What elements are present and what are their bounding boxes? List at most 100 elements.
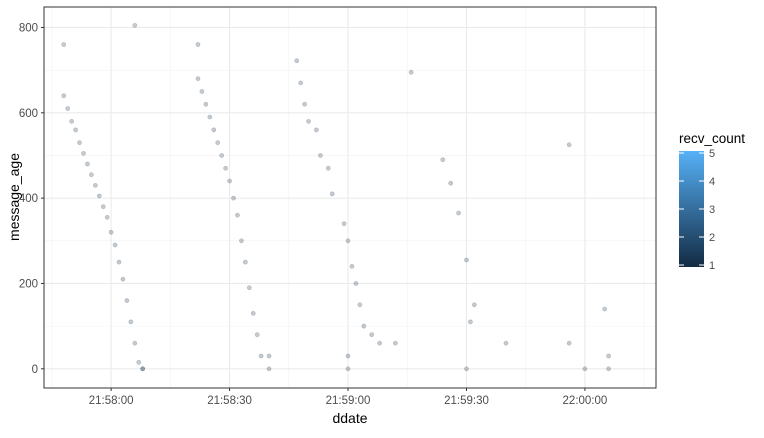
data-point xyxy=(69,118,75,124)
data-point xyxy=(120,276,126,282)
y-tick-label: 0 xyxy=(32,364,38,376)
colorbar-tick-label: 5 xyxy=(709,148,715,160)
data-point xyxy=(266,353,272,359)
data-point xyxy=(250,310,256,316)
x-tick-label: 21:58:00 xyxy=(89,395,134,407)
data-point xyxy=(219,153,225,158)
data-point xyxy=(606,366,612,372)
x-axis-title: ddate xyxy=(332,410,367,426)
data-point xyxy=(223,165,229,171)
data-point xyxy=(606,353,612,359)
data-point xyxy=(112,242,118,248)
data-point xyxy=(302,101,307,107)
data-point xyxy=(464,257,469,263)
data-point xyxy=(231,195,236,201)
data-point xyxy=(65,106,71,111)
colorbar-tick-label: 2 xyxy=(709,232,715,244)
y-tick-label: 400 xyxy=(19,193,38,205)
data-point xyxy=(132,340,138,346)
data-point xyxy=(349,264,355,269)
data-point xyxy=(92,182,98,188)
data-point xyxy=(566,340,572,346)
data-point xyxy=(235,212,240,218)
data-point xyxy=(317,153,323,158)
data-point xyxy=(582,366,588,372)
minor-gridlines xyxy=(44,7,656,388)
data-point xyxy=(211,127,217,133)
data-point xyxy=(203,101,209,107)
data-point xyxy=(227,178,232,184)
data-point xyxy=(61,93,67,99)
data-point xyxy=(215,140,221,146)
data-point xyxy=(503,340,509,346)
colorbar-tick-label: 3 xyxy=(709,204,715,216)
x-tick-label: 21:59:30 xyxy=(444,395,489,407)
data-points xyxy=(61,22,612,372)
data-point xyxy=(239,238,244,244)
data-point xyxy=(195,76,201,82)
color-legend: recv_count 1 2 3 4 5 xyxy=(679,131,745,272)
data-point xyxy=(314,127,319,133)
plot-panel xyxy=(44,7,656,388)
data-point xyxy=(456,210,461,216)
x-tick-label: 21:59:00 xyxy=(326,395,371,407)
data-point xyxy=(258,353,264,359)
plot-panel-border xyxy=(43,6,657,389)
data-point xyxy=(85,161,90,167)
data-point xyxy=(140,366,146,372)
data-point xyxy=(128,319,134,325)
data-point xyxy=(100,204,106,210)
y-tick-label: 800 xyxy=(19,22,38,34)
y-tick-label: 600 xyxy=(19,108,38,120)
data-point xyxy=(353,281,359,286)
data-point xyxy=(207,114,213,120)
data-point xyxy=(471,302,477,308)
colorbar-tick-label: 4 xyxy=(709,176,715,188)
y-axis: 0 200 400 600 800 xyxy=(19,22,44,376)
data-point xyxy=(81,150,86,156)
y-axis-title: message_age xyxy=(6,153,22,241)
data-point xyxy=(345,238,351,244)
data-point xyxy=(602,306,608,312)
data-point xyxy=(345,353,351,359)
data-point xyxy=(369,332,375,338)
data-point xyxy=(440,157,446,163)
x-tick-label: 21:58:30 xyxy=(207,395,252,407)
data-point xyxy=(77,140,82,146)
major-gridlines xyxy=(44,7,656,388)
data-point xyxy=(96,193,102,199)
x-axis: 21:58:00 21:58:30 21:59:00 21:59:30 22:00:00 xyxy=(89,388,608,407)
data-point xyxy=(73,127,78,133)
data-point xyxy=(393,340,398,346)
legend-title: recv_count xyxy=(679,131,745,146)
data-point xyxy=(124,298,130,303)
x-tick-label: 22:00:00 xyxy=(563,395,608,407)
data-point xyxy=(377,340,383,346)
data-point xyxy=(566,142,572,148)
data-point xyxy=(246,285,252,291)
data-point xyxy=(88,172,94,178)
colorbar-ticks: 1 2 3 4 5 xyxy=(679,148,715,272)
y-tick-label: 200 xyxy=(19,278,38,290)
data-point xyxy=(242,259,248,265)
data-point xyxy=(104,214,110,220)
data-point xyxy=(116,259,122,265)
data-point xyxy=(294,58,300,64)
data-point xyxy=(464,366,469,372)
data-point xyxy=(329,191,335,197)
data-point xyxy=(361,323,367,329)
data-point xyxy=(61,42,67,47)
data-point xyxy=(140,366,146,372)
data-point xyxy=(345,366,351,372)
data-point xyxy=(341,221,347,227)
data-point xyxy=(108,229,114,235)
colorbar-tick-label: 1 xyxy=(709,260,715,272)
data-point xyxy=(408,69,414,75)
data-point xyxy=(136,360,142,365)
data-point xyxy=(266,366,272,372)
data-point xyxy=(199,89,205,94)
data-point xyxy=(325,165,331,171)
data-point xyxy=(306,118,311,124)
